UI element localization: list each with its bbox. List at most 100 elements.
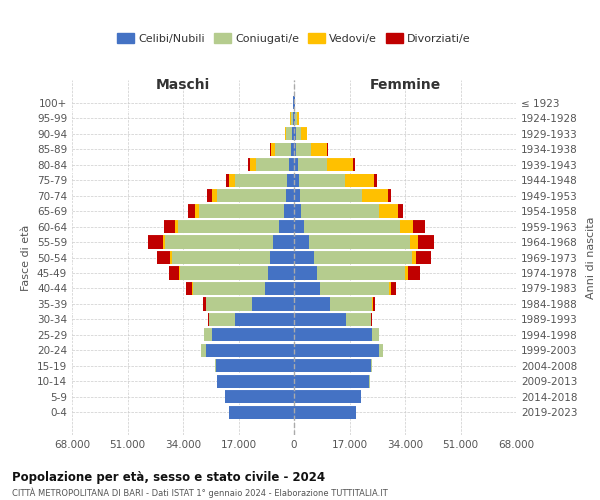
Bar: [235, 313, 294, 326]
Bar: [148, 236, 163, 248]
Bar: [280, 220, 294, 233]
Bar: [292, 127, 294, 140]
Bar: [289, 158, 294, 171]
Bar: [373, 328, 379, 342]
Bar: [248, 158, 250, 171]
Bar: [330, 298, 373, 310]
Bar: [362, 189, 388, 202]
Bar: [294, 328, 373, 342]
Bar: [311, 142, 328, 156]
Text: Popolazione per età, sesso e stato civile - 2024: Popolazione per età, sesso e stato civil…: [12, 471, 325, 484]
Bar: [268, 266, 294, 280]
Bar: [286, 127, 292, 140]
Y-axis label: Fasce di età: Fasce di età: [22, 224, 31, 290]
Bar: [286, 189, 294, 202]
Bar: [169, 266, 179, 280]
Bar: [388, 189, 391, 202]
Bar: [186, 282, 192, 295]
Bar: [188, 204, 196, 218]
Bar: [405, 266, 408, 280]
Bar: [229, 406, 294, 419]
Bar: [389, 282, 391, 295]
Bar: [300, 189, 362, 202]
Bar: [317, 266, 405, 280]
Bar: [250, 158, 256, 171]
Text: Femmine: Femmine: [370, 78, 440, 92]
Bar: [273, 236, 294, 248]
Bar: [287, 174, 294, 186]
Bar: [297, 112, 299, 125]
Bar: [294, 298, 330, 310]
Bar: [217, 374, 294, 388]
Bar: [157, 251, 170, 264]
Bar: [212, 328, 294, 342]
Y-axis label: Anni di nascita: Anni di nascita: [586, 216, 596, 298]
Bar: [294, 344, 379, 357]
Bar: [418, 236, 434, 248]
Bar: [320, 282, 389, 295]
Bar: [373, 298, 375, 310]
Bar: [294, 127, 296, 140]
Bar: [294, 236, 308, 248]
Bar: [294, 112, 295, 125]
Bar: [256, 158, 289, 171]
Bar: [193, 282, 265, 295]
Bar: [199, 204, 284, 218]
Bar: [391, 282, 395, 295]
Bar: [206, 344, 294, 357]
Bar: [344, 174, 374, 186]
Bar: [284, 204, 294, 218]
Bar: [175, 220, 178, 233]
Bar: [371, 313, 372, 326]
Bar: [226, 174, 229, 186]
Bar: [275, 142, 292, 156]
Text: Maschi: Maschi: [156, 78, 210, 92]
Bar: [215, 360, 294, 372]
Bar: [416, 251, 431, 264]
Bar: [178, 220, 280, 233]
Bar: [203, 298, 206, 310]
Bar: [314, 251, 412, 264]
Bar: [291, 112, 293, 125]
Bar: [410, 236, 418, 248]
Bar: [164, 220, 175, 233]
Bar: [296, 142, 311, 156]
Bar: [292, 142, 294, 156]
Bar: [374, 174, 377, 186]
Bar: [294, 374, 369, 388]
Bar: [379, 344, 383, 357]
Bar: [408, 266, 419, 280]
Bar: [412, 251, 416, 264]
Bar: [179, 266, 180, 280]
Bar: [226, 390, 294, 404]
Bar: [294, 142, 296, 156]
Bar: [295, 112, 297, 125]
Bar: [285, 127, 286, 140]
Bar: [294, 158, 298, 171]
Bar: [265, 282, 294, 295]
Bar: [346, 313, 371, 326]
Bar: [294, 96, 295, 110]
Bar: [296, 127, 301, 140]
Bar: [308, 236, 410, 248]
Bar: [294, 406, 356, 419]
Bar: [304, 220, 400, 233]
Bar: [269, 251, 294, 264]
Bar: [328, 158, 353, 171]
Bar: [353, 158, 355, 171]
Bar: [271, 142, 275, 156]
Bar: [251, 298, 294, 310]
Bar: [172, 251, 269, 264]
Bar: [299, 174, 344, 186]
Bar: [301, 204, 379, 218]
Bar: [294, 189, 300, 202]
Bar: [235, 174, 287, 186]
Bar: [204, 328, 212, 342]
Bar: [298, 158, 328, 171]
Bar: [294, 360, 371, 372]
Bar: [208, 189, 212, 202]
Bar: [180, 266, 268, 280]
Bar: [301, 127, 307, 140]
Bar: [165, 236, 273, 248]
Bar: [413, 220, 425, 233]
